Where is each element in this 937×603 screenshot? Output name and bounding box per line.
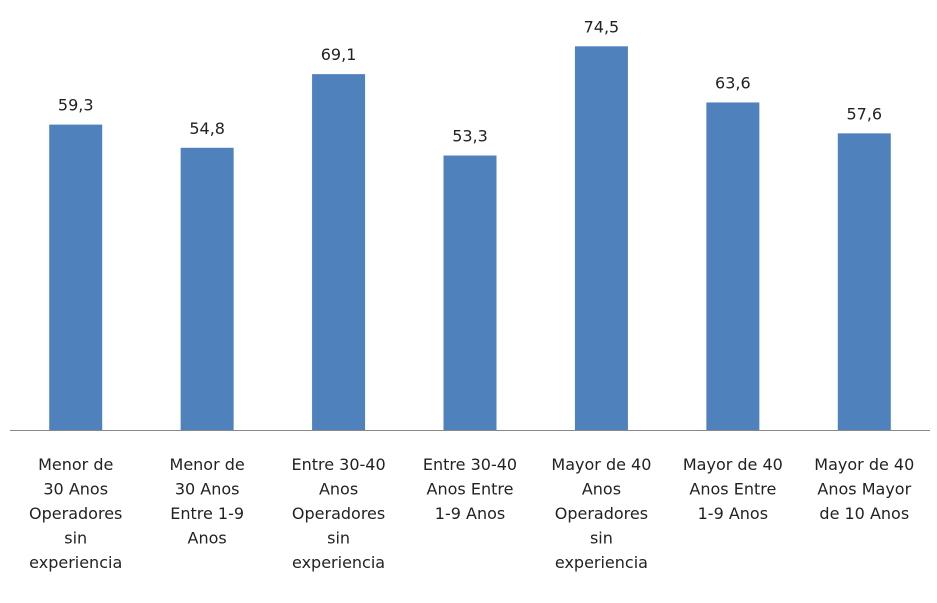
bar bbox=[443, 155, 497, 430]
data-label: 59,3 bbox=[58, 96, 94, 115]
bar bbox=[706, 102, 760, 431]
bar bbox=[49, 124, 103, 430]
bar bbox=[180, 147, 234, 430]
bar bbox=[837, 133, 891, 431]
bar bbox=[574, 46, 628, 430]
data-label: 53,3 bbox=[452, 127, 488, 146]
data-label: 69,1 bbox=[321, 45, 357, 64]
x-tick-label: Mayor de 40 Anos Operadores sin experiencia bbox=[551, 455, 651, 572]
x-tick-label: Entre 30-40 Anos Entre 1-9 Anos bbox=[423, 455, 517, 523]
x-tick-label: Entre 30-40 Anos Operadores sin experiencia bbox=[291, 455, 385, 572]
data-label: 74,5 bbox=[584, 17, 620, 36]
x-tick-label: Menor de 30 Anos Entre 1-9 Anos bbox=[170, 455, 245, 548]
x-tick-label: Menor de 30 Anos Operadores sin experiencia bbox=[29, 455, 122, 572]
data-label: 57,6 bbox=[846, 104, 882, 123]
x-tick-label: Mayor de 40 Anos Mayor de 10 Anos bbox=[814, 455, 914, 523]
data-label: 63,6 bbox=[715, 73, 751, 92]
bar bbox=[312, 74, 366, 430]
data-label: 54,8 bbox=[189, 119, 225, 138]
x-tick-label: Mayor de 40 Anos Entre 1-9 Anos bbox=[683, 455, 783, 523]
